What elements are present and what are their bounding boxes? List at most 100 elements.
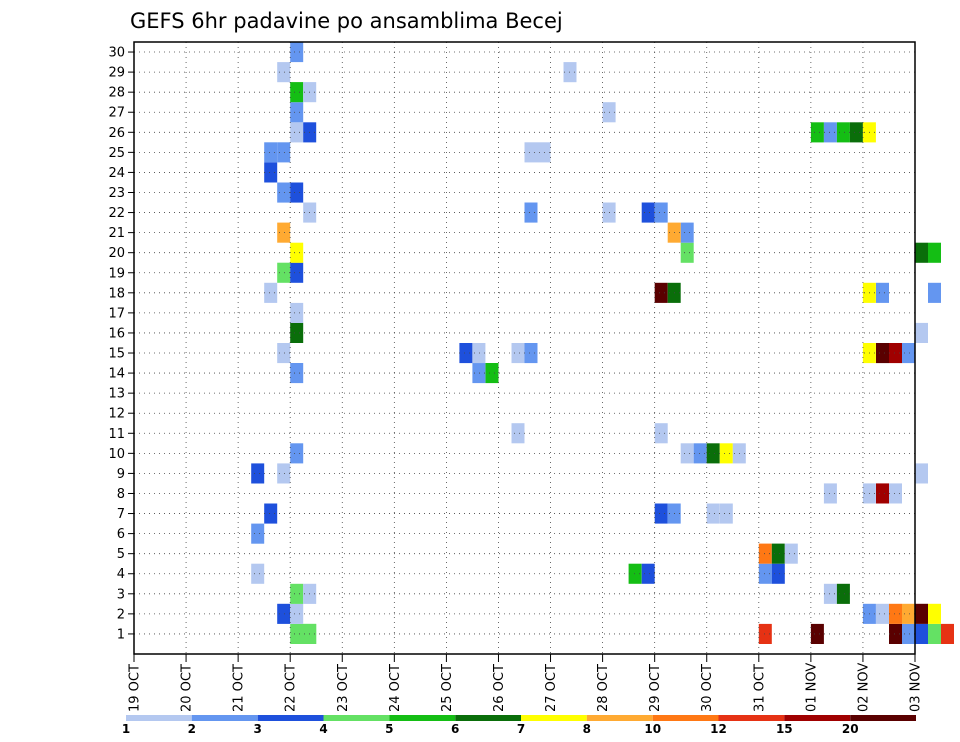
heatmap-cell — [277, 603, 291, 624]
x-tick-label: 29 OCT — [648, 664, 663, 712]
y-tick-label: 11 — [108, 427, 125, 442]
x-tick-label: 27 OCT — [544, 664, 559, 712]
y-tick-label: 9 — [117, 467, 125, 482]
heatmap-cell — [654, 202, 668, 223]
heatmap-cell — [290, 443, 304, 464]
heatmap-cell — [654, 503, 668, 524]
legend-label: 20 — [842, 722, 859, 736]
heatmap-cell — [290, 262, 304, 283]
legend-label: 2 — [188, 722, 196, 736]
legend-label: 4 — [319, 722, 327, 736]
heatmap-cell — [524, 202, 538, 223]
heatmap-cell — [902, 343, 915, 364]
heatmap-cell — [928, 603, 941, 624]
y-tick-label: 4 — [117, 567, 125, 582]
heatmap-cell — [928, 282, 941, 303]
heatmap-cell — [849, 122, 863, 143]
heatmap-cell — [524, 343, 538, 364]
heatmap-cell — [915, 322, 928, 343]
heatmap-cell — [902, 623, 915, 644]
heatmap-cell — [915, 623, 928, 644]
legend-label: 12 — [710, 722, 727, 736]
y-tick-label: 8 — [117, 487, 125, 502]
legend-label: 1 — [122, 722, 130, 736]
x-tick-label: 23 OCT — [336, 664, 351, 712]
heatmap-cell — [810, 122, 824, 143]
heatmap-cell — [928, 242, 941, 263]
y-tick-label: 21 — [108, 226, 125, 241]
heatmap-cell — [290, 242, 304, 263]
y-tick-label: 18 — [108, 286, 125, 301]
heatmap-cell — [876, 483, 889, 504]
heatmap-cell — [680, 443, 694, 464]
heatmap-cell — [719, 443, 733, 464]
heatmap-cell — [251, 463, 265, 484]
heatmap-cell — [264, 162, 278, 183]
heatmap-cell — [290, 363, 304, 384]
heatmap-cell — [264, 282, 278, 303]
heatmap-cell — [290, 42, 304, 63]
heatmap-cell — [876, 343, 889, 364]
heatmap-cell — [784, 543, 798, 564]
heatmap-cell — [524, 142, 538, 163]
y-tick-label: 17 — [108, 306, 125, 321]
y-tick-label: 27 — [108, 106, 125, 121]
x-tick-label: 26 OCT — [492, 664, 507, 712]
x-tick-label: 19 OCT — [128, 664, 143, 712]
heatmap-cell — [719, 503, 733, 524]
heatmap-cell — [277, 182, 291, 203]
legend-swatch — [521, 715, 587, 721]
heatmap-cell — [290, 182, 304, 203]
heatmap-cell — [277, 62, 291, 83]
legend-label: 15 — [776, 722, 793, 736]
heatmap-cell — [485, 363, 499, 384]
heatmap-cell — [889, 603, 902, 624]
heatmap-cell — [915, 242, 928, 263]
y-tick-label: 3 — [117, 587, 125, 602]
legend-swatch — [389, 715, 456, 721]
x-tick-label: 02 NOV — [856, 663, 871, 712]
heatmap-cell — [472, 363, 486, 384]
heatmap-cell — [511, 343, 525, 364]
heatmap-cell — [758, 563, 772, 584]
heatmap-cell — [771, 563, 785, 584]
x-tick-label: 03 NOV — [909, 663, 924, 712]
legend-swatch — [126, 715, 192, 721]
heatmap-cell — [641, 202, 655, 223]
heatmap-cell — [277, 463, 291, 484]
heatmap-cell — [459, 343, 473, 364]
y-tick-label: 5 — [117, 547, 125, 562]
plot-frame — [133, 41, 916, 655]
legend-swatch — [586, 715, 653, 721]
heatmap-cell — [758, 623, 772, 644]
legend-swatch — [323, 715, 390, 721]
legend-swatch — [455, 715, 521, 721]
heatmap-cell — [654, 423, 668, 444]
y-tick-label: 2 — [117, 607, 125, 622]
y-tick-label: 24 — [108, 166, 125, 181]
heatmap-cell — [823, 483, 837, 504]
y-tick-label: 22 — [108, 206, 125, 221]
y-tick-label: 30 — [108, 46, 125, 61]
heatmap-cells — [251, 42, 954, 644]
y-tick-label: 25 — [108, 146, 125, 161]
heatmap-cell — [693, 443, 707, 464]
heatmap-cell — [889, 623, 902, 644]
legend-label: 3 — [254, 722, 262, 736]
legend-label: 6 — [451, 722, 459, 736]
y-tick-label: 12 — [108, 407, 125, 422]
heatmap-cell — [251, 523, 265, 544]
heatmap-cell — [706, 443, 720, 464]
x-tick-label: 24 OCT — [388, 664, 403, 712]
y-tick-label: 7 — [117, 507, 125, 522]
y-tick-label: 28 — [108, 86, 125, 101]
legend-label: 8 — [583, 722, 591, 736]
heatmap-cell — [277, 262, 291, 283]
heatmap-cell — [823, 122, 837, 143]
heatmap-cell — [277, 222, 291, 243]
heatmap-cell — [889, 343, 902, 364]
heatmap-cell — [758, 543, 772, 564]
heatmap-cell — [876, 603, 889, 624]
heatmap-cell — [472, 343, 486, 364]
y-tick-label: 20 — [108, 246, 125, 261]
